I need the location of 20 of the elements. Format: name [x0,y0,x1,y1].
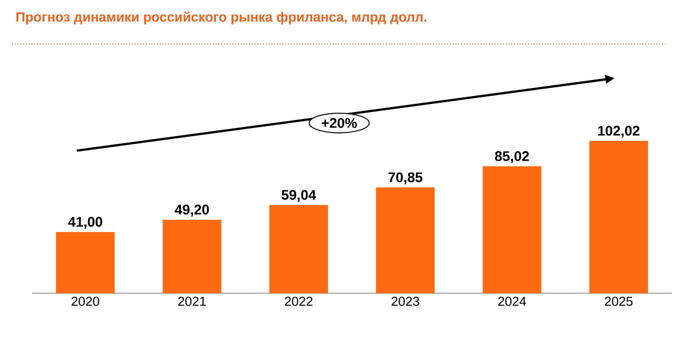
data-label: 85,02 [494,151,529,164]
bar [269,205,328,294]
data-label: 41,00 [68,216,102,229]
data-label: 102,02 [598,126,640,138]
bar [482,166,542,294]
x-tick-label: 2025 [604,296,633,306]
x-tick-label: 2020 [72,296,100,306]
data-label: 70,85 [388,172,422,184]
x-tick-label: 2023 [392,296,420,306]
data-label: 49,20 [174,204,209,217]
x-tick-label: 2022 [284,296,312,306]
x-tick-label: 2024 [498,296,526,306]
bar [376,187,435,294]
chart-title: Прогноз динамики российского рынка фриланса, млрд долл. [16,12,426,24]
bar [162,220,222,294]
data-label: 59,04 [282,190,316,202]
bar [56,232,115,294]
bar [589,140,648,294]
x-tick-label: 2021 [178,296,206,306]
text: +20% [322,118,357,128]
